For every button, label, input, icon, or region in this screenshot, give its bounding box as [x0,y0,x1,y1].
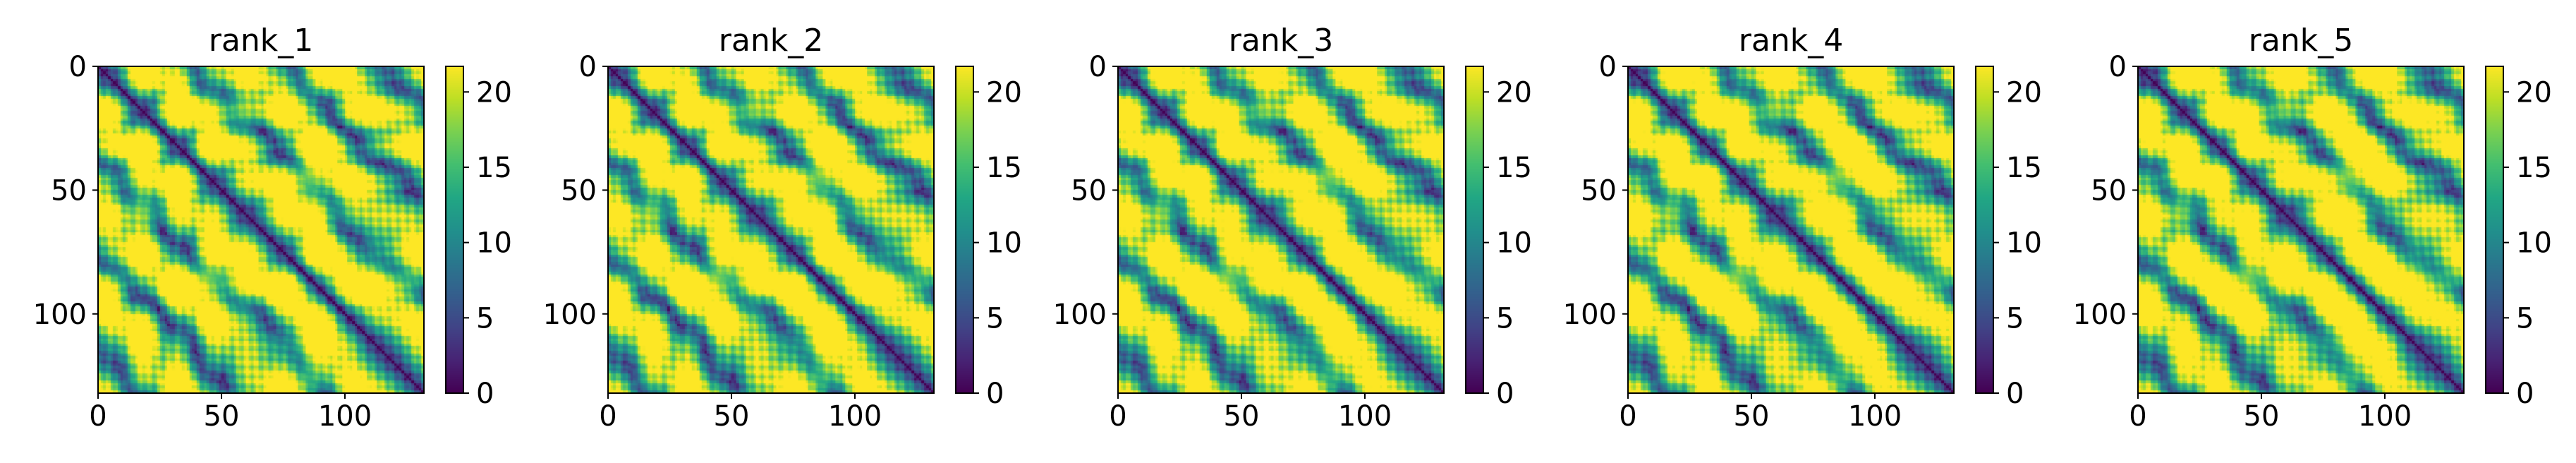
heatmap-image [98,66,424,393]
colorbar-tick-label: 20 [1496,76,1532,109]
y-tick-label: 100 [543,299,597,331]
subplot-title: rank_5 [2249,23,2353,59]
colorbar-tick-label: 0 [986,378,1004,410]
colorbar-frame [445,66,464,394]
x-tick-label: 0 [1619,400,1636,433]
colorbar-tick-label: 15 [986,152,1022,184]
colorbar-tick-label: 5 [986,302,1004,335]
colorbar-tick-label: 10 [986,227,1022,260]
x-tick-label: 50 [1224,400,1260,433]
y-tick-label: 0 [69,51,87,83]
colorbar-tick-label: 15 [2516,152,2552,184]
colorbar-gradient [1466,66,1483,393]
x-tick-label: 0 [1109,400,1126,433]
subplot-rank_1: rank_1 0 50 100 0 50 100 0 5 10 15 20 [33,23,512,433]
heatmap-image [608,66,934,393]
heatmap-image [1118,66,1444,393]
y-tick-label: 100 [1053,299,1107,331]
y-tick-label: 50 [1581,174,1617,207]
colorbar-tick-label: 20 [476,76,512,109]
axes-frame [1627,66,1955,394]
colorbar-gradient [956,66,973,393]
x-tick-label: 50 [714,400,750,433]
y-tick-label: 100 [33,299,87,331]
x-tick-label: 0 [599,400,616,433]
subplot-rank_4: rank_4 0 50 100 0 50 100 0 5 10 15 20 [1563,23,2042,433]
y-tick-label: 0 [1599,51,1617,83]
y-tick-label: 100 [1563,299,1617,331]
colorbar-tick-label: 20 [986,76,1022,109]
subplot-rank_2: rank_2 0 50 100 0 50 100 0 5 10 15 20 [543,23,1022,433]
x-tick-label: 0 [2129,400,2146,433]
colorbar-gradient [446,66,463,393]
subplot-title: rank_2 [719,23,823,59]
colorbar-tick-label: 5 [1496,302,1514,335]
y-tick-label: 50 [1071,174,1107,207]
colorbar-frame [1465,66,1484,394]
y-tick-label: 100 [2073,299,2127,331]
colorbar-tick-label: 10 [476,227,512,260]
colorbar-tick-label: 10 [2006,227,2042,260]
subplot-rank_3: rank_3 0 50 100 0 50 100 0 5 10 15 20 [1053,23,1532,433]
colorbar-tick-label: 0 [1496,378,1514,410]
axes-frame [1117,66,1445,394]
colorbar-tick-label: 15 [2006,152,2042,184]
y-tick-label: 0 [1089,51,1107,83]
x-tick-label: 50 [1734,400,1770,433]
colorbar-tick-label: 0 [476,378,494,410]
colorbar-tick-label: 10 [2516,227,2552,260]
y-tick-label: 50 [51,174,87,207]
colorbar-frame [2485,66,2504,394]
x-tick-label: 100 [1338,400,1392,433]
colorbar-tick-label: 20 [2006,76,2042,109]
axes-frame [2137,66,2465,394]
axes-frame [607,66,935,394]
subplot-title: rank_1 [209,23,313,59]
colorbar-tick-label: 10 [1496,227,1532,260]
colorbar-gradient [1976,66,1993,393]
x-tick-label: 50 [204,400,240,433]
colorbar-tick-label: 5 [2006,302,2024,335]
colorbar-frame [1975,66,1994,394]
x-tick-label: 0 [89,400,107,433]
y-tick-label: 50 [561,174,597,207]
x-tick-label: 50 [2244,400,2280,433]
heatmap-image [1628,66,1954,393]
x-tick-label: 100 [828,400,882,433]
y-tick-label: 0 [579,51,597,83]
colorbar-frame [955,66,974,394]
colorbar-tick-label: 15 [476,152,512,184]
x-tick-label: 100 [1848,400,1902,433]
x-tick-label: 100 [2358,400,2412,433]
subplot-title: rank_4 [1739,23,1843,59]
colorbar-tick-label: 20 [2516,76,2552,109]
colorbar-gradient [2486,66,2503,393]
axes-frame [97,66,425,394]
y-tick-label: 50 [2091,174,2127,207]
colorbar-tick-label: 0 [2006,378,2024,410]
colorbar-tick-label: 5 [476,302,494,335]
x-tick-label: 100 [318,400,372,433]
heatmap-image [2138,66,2464,393]
colorbar-tick-label: 0 [2516,378,2534,410]
subplot-rank_5: rank_5 0 50 100 0 50 100 0 5 10 15 20 [2073,23,2552,433]
subplot-title: rank_3 [1229,23,1333,59]
colorbar-tick-label: 5 [2516,302,2534,335]
colorbar-tick-label: 15 [1496,152,1532,184]
y-tick-label: 0 [2109,51,2127,83]
